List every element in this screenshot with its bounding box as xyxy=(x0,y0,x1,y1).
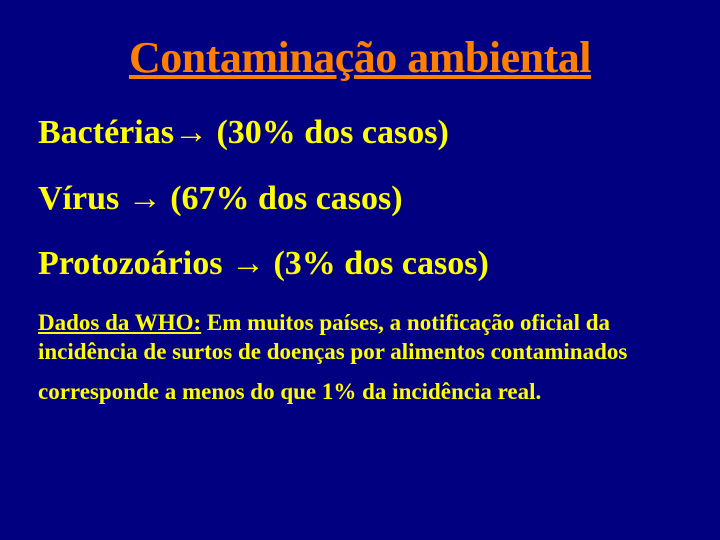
item-value: (67% dos casos) xyxy=(170,180,402,217)
list-item: Vírus → (67% dos casos) xyxy=(38,177,682,221)
list-item: Bactérias→ (30% dos casos) xyxy=(38,111,682,155)
item-label: Vírus xyxy=(38,180,128,217)
slide-title: Contaminação ambiental xyxy=(38,32,682,83)
arrow-icon: → xyxy=(174,113,208,151)
arrow-icon: → xyxy=(231,244,265,282)
list-item: Protozoários → (3% dos casos) xyxy=(38,242,682,286)
item-label: Bactérias xyxy=(38,114,174,151)
footnote-line-1: Dados da WHO: Em muitos países, a notifi… xyxy=(38,308,682,368)
item-label: Protozoários xyxy=(38,245,231,282)
footnote-lead: Dados da WHO: xyxy=(38,310,201,335)
item-value: (3% dos casos) xyxy=(273,245,488,282)
footnote-line-2: corresponde a menos do que 1% da incidên… xyxy=(38,377,682,407)
item-value: (30% dos casos) xyxy=(216,114,448,151)
arrow-icon: → xyxy=(128,179,162,217)
